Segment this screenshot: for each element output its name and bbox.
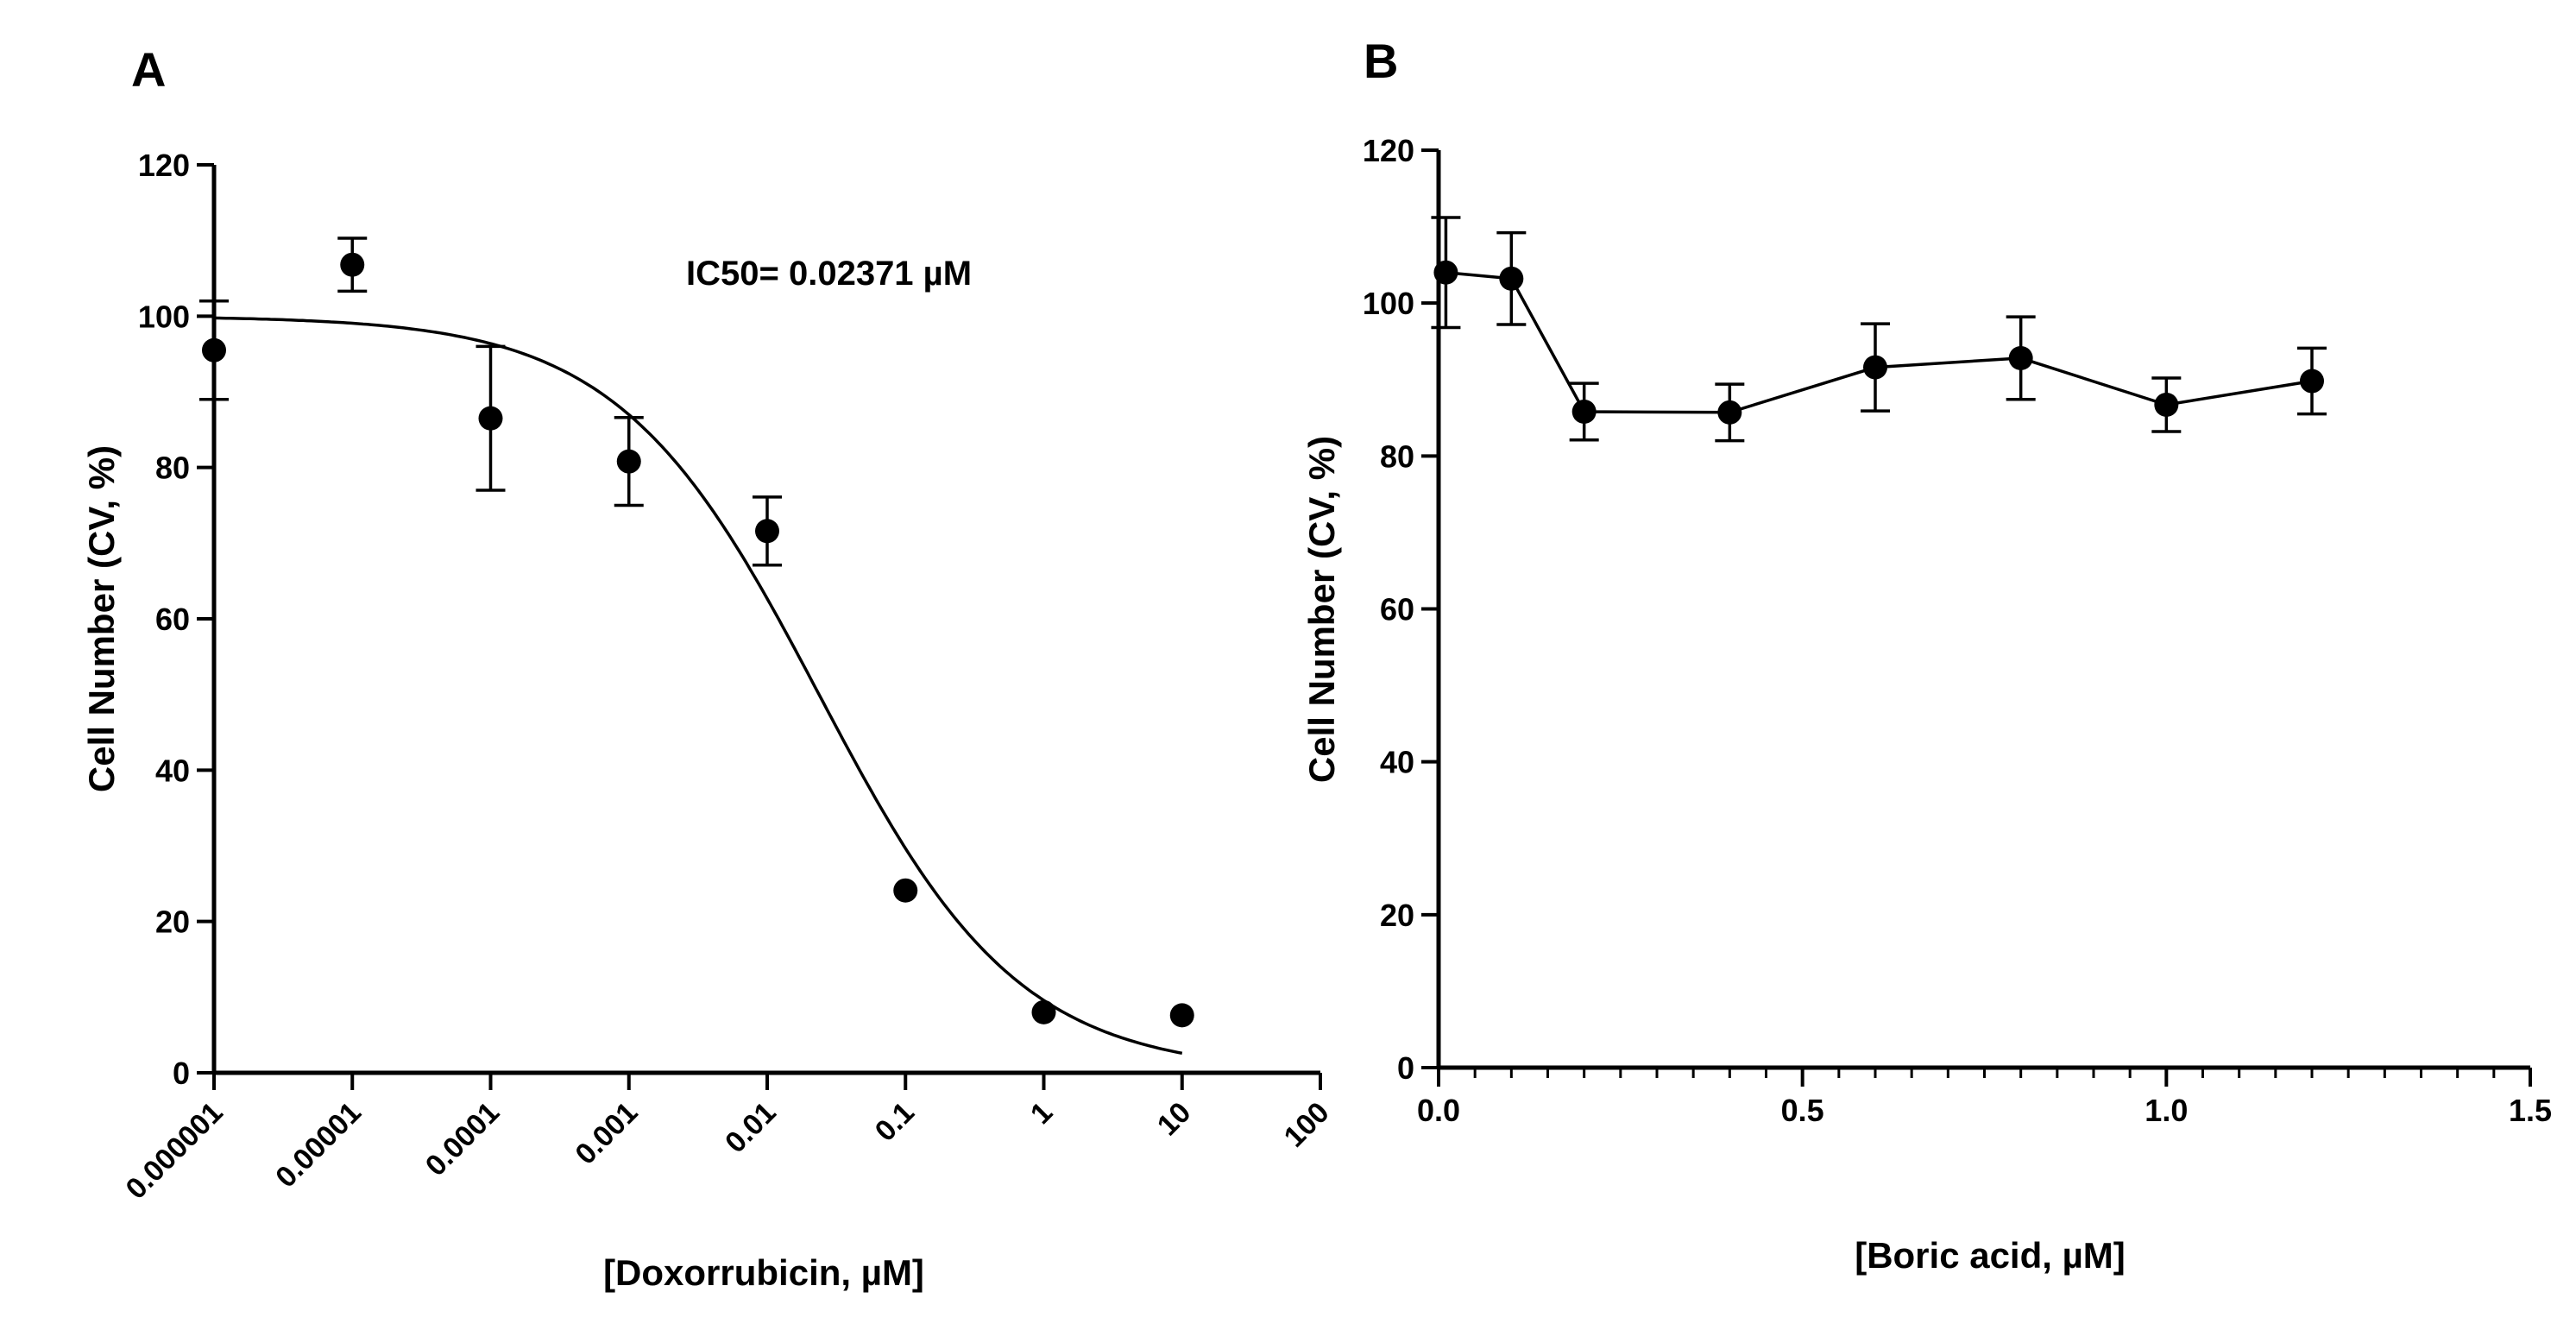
x-tick-label: 0.5 (1781, 1093, 1824, 1128)
y-tick-label: 40 (1380, 745, 1414, 780)
panel-b: B 0 20 40 60 80 100 120 0.0 0.5 1.0 1.5 Cell Number … (1301, 34, 2552, 1276)
y-tick-label: 80 (155, 451, 190, 486)
data-point (2154, 392, 2179, 417)
panel-label-a: A (131, 42, 166, 97)
data-point (340, 252, 365, 277)
data-point (616, 449, 641, 474)
y-tick-label: 120 (1363, 133, 1414, 168)
data-point (478, 406, 503, 431)
y-axis-label: Cell Number (CV, %) (1301, 436, 1342, 783)
y-tick-label: 0 (1397, 1050, 1414, 1086)
data-point (1717, 400, 1742, 425)
y-tick-label: 120 (138, 148, 190, 183)
fit-curve (213, 316, 1183, 1056)
data-point (893, 878, 918, 903)
y-tick-label: 40 (155, 753, 190, 788)
data-point (1169, 1003, 1194, 1028)
x-tick-label: 0.0 (1417, 1093, 1460, 1128)
data-point (202, 337, 226, 362)
y-tick-label: 60 (1380, 592, 1414, 627)
ic50-annotation: IC50= 0.02371 µM (686, 255, 972, 293)
x-tick-label: 1.0 (2145, 1093, 2188, 1128)
data-point (1433, 260, 1458, 285)
y-tick-label: 80 (1380, 438, 1414, 474)
data-point (1499, 266, 1524, 291)
data-point (2008, 345, 2033, 370)
panel-label-b: B (1364, 34, 1398, 88)
series-line (1445, 270, 2313, 414)
y-tick-label: 20 (1380, 898, 1414, 933)
y-tick-label: 100 (1363, 286, 1414, 321)
y-tick-label: 0 (173, 1056, 190, 1091)
data-point (1031, 999, 1056, 1024)
data-point (1863, 355, 1887, 380)
data-point (755, 519, 779, 544)
data-point (1571, 399, 1597, 424)
data-point (2300, 369, 2324, 394)
y-tick-label: 20 (155, 905, 190, 940)
x-axis-label: [Boric acid, µM] (1855, 1235, 2126, 1276)
y-axis-label: Cell Number (CV, %) (81, 445, 122, 792)
y-tick-label: 60 (155, 602, 190, 637)
x-tick-label: 1.5 (2509, 1093, 2552, 1128)
y-tick-label: 100 (138, 299, 190, 334)
x-axis-label: [Doxorrubicin, µM] (603, 1252, 924, 1293)
